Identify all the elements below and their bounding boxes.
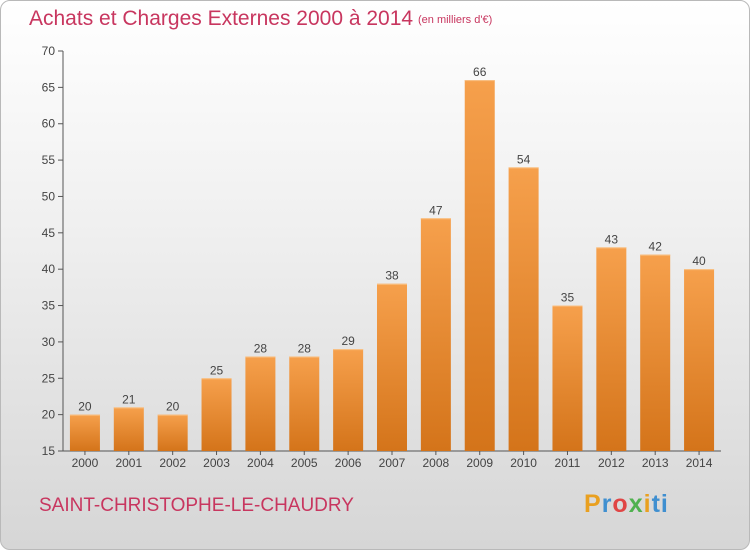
y-tick-label: 15 xyxy=(42,444,56,458)
data-label: 43 xyxy=(605,232,619,246)
chart-unit: (en milliers d'€) xyxy=(418,14,493,26)
y-tick-label: 25 xyxy=(42,371,56,385)
bar xyxy=(333,349,364,451)
x-tick-label: 2005 xyxy=(291,456,318,470)
proxiti-logo: Proxiti xyxy=(584,490,669,518)
y-tick-label: 55 xyxy=(42,153,56,167)
data-label: 38 xyxy=(385,269,399,283)
y-tick-label: 65 xyxy=(42,80,56,94)
bar xyxy=(289,356,320,451)
y-tick-label: 40 xyxy=(42,262,56,276)
y-tick-label: 50 xyxy=(42,189,56,203)
bar xyxy=(508,167,539,451)
x-tick-label: 2013 xyxy=(642,456,669,470)
data-label: 21 xyxy=(122,392,136,406)
data-label: 20 xyxy=(78,400,92,414)
bar xyxy=(113,407,144,451)
x-tick-label: 2009 xyxy=(466,456,493,470)
chart-title: Achats et Charges Externes 2000 à 2014 xyxy=(29,7,414,30)
y-tick-label: 60 xyxy=(42,117,56,131)
data-label: 25 xyxy=(210,363,224,377)
bar xyxy=(69,414,100,451)
data-label: 20 xyxy=(166,400,180,414)
x-tick-label: 2002 xyxy=(159,456,186,470)
bar xyxy=(201,378,232,451)
y-tick-label: 70 xyxy=(42,44,56,58)
bar xyxy=(464,80,495,451)
x-tick-label: 2000 xyxy=(72,456,99,470)
x-tick-label: 2012 xyxy=(598,456,625,470)
data-label: 28 xyxy=(298,341,312,355)
x-tick-label: 2010 xyxy=(510,456,537,470)
data-label: 28 xyxy=(254,341,268,355)
y-tick-label: 35 xyxy=(42,299,56,313)
bar xyxy=(596,247,627,451)
data-label: 47 xyxy=(429,203,443,217)
data-label: 40 xyxy=(692,254,706,268)
x-tick-label: 2001 xyxy=(115,456,142,470)
y-tick-label: 30 xyxy=(42,335,56,349)
data-label: 54 xyxy=(517,152,531,166)
data-label: 66 xyxy=(473,65,487,79)
data-label: 35 xyxy=(561,291,575,305)
y-tick-label: 20 xyxy=(42,408,56,422)
x-tick-label: 2008 xyxy=(423,456,450,470)
bar xyxy=(245,356,276,451)
bar xyxy=(157,414,188,451)
x-tick-label: 2011 xyxy=(555,456,581,470)
commune-name: SAINT-CHRISTOPHE-LE-CHAUDRY xyxy=(39,495,354,516)
bar xyxy=(377,283,407,451)
y-tick-label: 45 xyxy=(42,226,56,240)
bar xyxy=(552,305,583,451)
x-tick-label: 2006 xyxy=(335,456,362,470)
bar xyxy=(640,254,671,451)
data-label: 29 xyxy=(341,334,355,348)
x-tick-label: 2003 xyxy=(203,456,230,470)
bar xyxy=(684,269,715,451)
x-tick-label: 2014 xyxy=(686,456,713,470)
bar xyxy=(420,218,451,451)
data-label: 42 xyxy=(649,240,663,254)
x-tick-label: 2004 xyxy=(247,456,274,470)
x-tick-label: 2007 xyxy=(379,456,406,470)
